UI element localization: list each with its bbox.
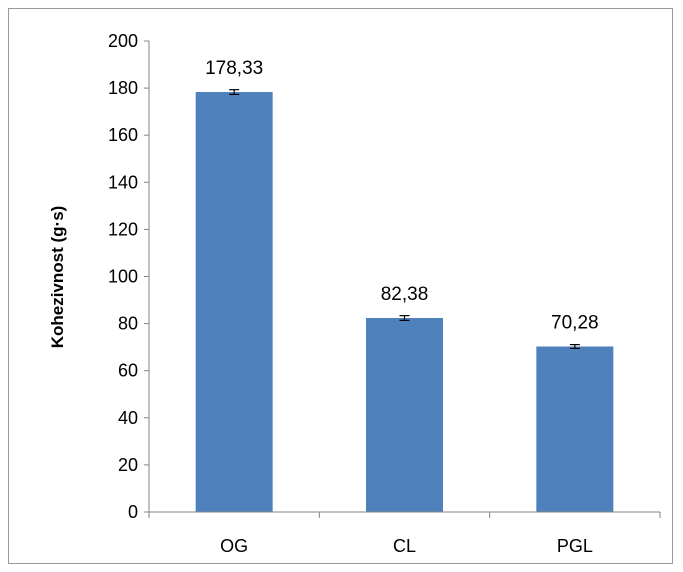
y-tick-label: 20 [118,455,138,475]
y-tick-label: 60 [118,361,138,381]
y-tick-label: 100 [108,267,138,287]
bar-cl [366,317,443,512]
y-tick-label: 180 [108,78,138,98]
y-tick-label: 120 [108,219,138,239]
y-axis-ticks: 0 20 40 60 80 100 120 140 160 180 200 [108,31,149,522]
y-tick-label: 140 [108,172,138,192]
x-tick-label: CL [393,536,416,556]
labels: 178,33 OG 82,38 CL 70,28 PGL [205,58,599,556]
y-axis-title: Kohezivnost (g·s) [48,206,67,349]
x-tick-label: PGL [557,536,593,556]
y-tick-label: 80 [118,314,138,334]
data-label: 82,38 [381,284,429,305]
bar-og [195,92,273,513]
y-tick-label: 40 [118,408,138,428]
error-bar [399,315,410,321]
x-tick-label: OG [220,536,248,556]
axes [148,41,661,518]
data-label: 178,33 [205,58,263,79]
error-bar [569,344,580,349]
data-label: 70,28 [551,312,599,333]
error-bar [229,89,240,95]
y-tick-label: 160 [108,125,138,145]
y-tick-label: 0 [128,502,138,522]
bars [195,89,614,513]
bar-pgl [536,346,614,512]
y-tick-label: 200 [108,31,138,51]
